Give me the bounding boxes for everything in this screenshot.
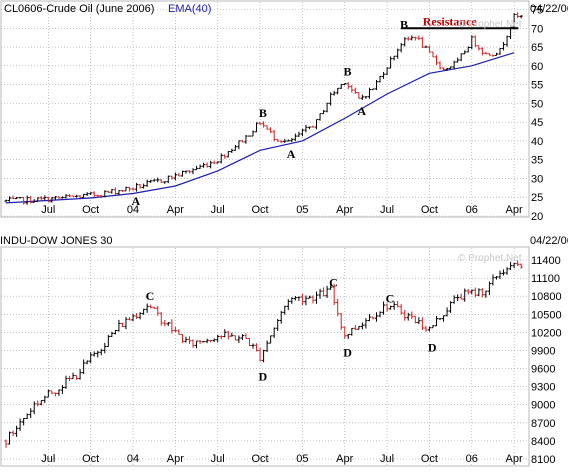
price-symbol-label: CL0606-Crude Oil (June 2006): [4, 3, 154, 15]
x-tick-label: Apr: [506, 204, 523, 216]
y-tick-label: 30: [531, 173, 543, 185]
x-tick-label: Apr: [336, 453, 353, 465]
x-tick-label: 06: [466, 453, 478, 465]
x-tick-label: Oct: [421, 204, 438, 216]
y-tick-label: 9000: [531, 400, 555, 412]
y-tick-label: 10800: [531, 291, 562, 303]
dow-watermark: © Prophet.Net: [458, 253, 522, 264]
x-tick-label: Oct: [82, 453, 99, 465]
x-tick-label: Jul: [41, 453, 55, 465]
y-tick-label: 45: [531, 117, 543, 129]
annotation-b: B: [259, 106, 267, 120]
y-tick-label: 60: [531, 61, 543, 73]
x-tick-label: Apr: [167, 204, 184, 216]
x-tick-label: Jul: [211, 453, 225, 465]
y-tick-label: 20: [531, 211, 543, 223]
y-tick-label: 10500: [531, 309, 562, 321]
x-tick-label: Oct: [251, 204, 268, 216]
y-tick-label: 11100: [531, 273, 560, 285]
ema-legend-label: EMA(40): [168, 3, 211, 15]
x-tick-label: Apr: [336, 204, 353, 216]
y-tick-label: 50: [531, 98, 543, 110]
annotation-b: B: [344, 64, 352, 78]
y-tick-label: 9900: [531, 345, 555, 357]
x-tick-label: Jul: [380, 204, 394, 216]
x-tick-label: Oct: [82, 204, 99, 216]
y-tick-label: 55: [531, 80, 543, 92]
y-tick-label: 40: [531, 136, 543, 148]
x-tick-label: 05: [296, 204, 308, 216]
x-tick-label: 05: [296, 453, 308, 465]
x-tick-label: Apr: [506, 453, 523, 465]
annotation-a: A: [357, 104, 366, 118]
price-bar: [202, 341, 205, 342]
dow-panel-frame: [1, 247, 529, 466]
x-tick-label: Jul: [211, 204, 225, 216]
y-tick-label: 8100: [531, 454, 555, 466]
y-tick-label: 35: [531, 155, 543, 167]
annotation-d: D: [343, 345, 352, 359]
y-tick-label: 70: [531, 23, 543, 35]
y-tick-label: 10200: [531, 327, 562, 339]
annotation-c: C: [386, 292, 395, 306]
x-tick-label: Oct: [251, 453, 268, 465]
annotation-c: C: [146, 289, 155, 303]
x-tick-label: Jul: [380, 453, 394, 465]
annotation-b: B: [400, 18, 408, 32]
y-tick-label: 25: [531, 192, 543, 204]
price-watermark: © Prophet.Net: [458, 19, 522, 30]
y-tick-label: 9300: [531, 382, 555, 394]
annotation-d: D: [259, 369, 268, 383]
annotation-d: D: [428, 340, 437, 354]
dow-symbol-label: INDU-DOW JONES 30: [0, 235, 112, 247]
dow-date-label: 04/22/06: [530, 235, 568, 247]
y-tick-label: 8400: [531, 436, 555, 448]
x-tick-label: 04: [127, 204, 139, 216]
y-tick-label: 11400: [531, 255, 561, 267]
price-date-label: 04/22/06: [530, 3, 568, 15]
y-tick-label: 65: [531, 42, 543, 54]
dow-y-axis: 8100 8400 8700 9000 9300 9600 9900 10200 10500 10…: [531, 255, 562, 466]
annotation-a: A: [287, 147, 296, 161]
x-tick-label: 04: [127, 453, 139, 465]
x-tick-label: Oct: [421, 453, 438, 465]
y-tick-label: 8700: [531, 418, 555, 430]
x-tick-label: Jul: [41, 204, 55, 216]
x-tick-label: 06: [466, 204, 478, 216]
y-tick-label: 9600: [531, 364, 555, 376]
x-tick-label: Apr: [167, 453, 184, 465]
annotation-c: C: [329, 275, 338, 289]
